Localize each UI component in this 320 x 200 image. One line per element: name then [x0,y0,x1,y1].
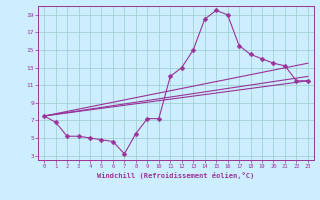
X-axis label: Windchill (Refroidissement éolien,°C): Windchill (Refroidissement éolien,°C) [97,172,255,179]
